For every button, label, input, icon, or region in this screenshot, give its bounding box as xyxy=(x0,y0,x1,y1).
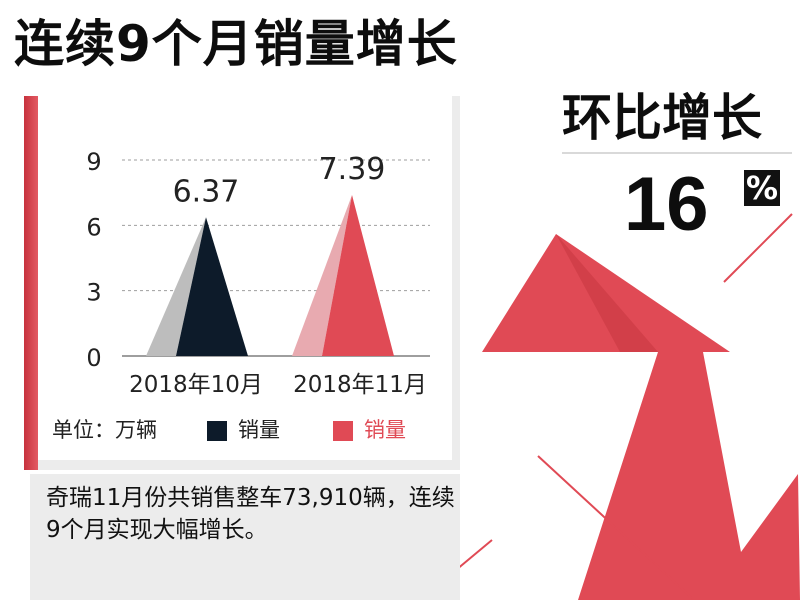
decor-line xyxy=(723,213,793,283)
chart-panel xyxy=(38,96,452,460)
note-box: 奇瑞11月份共销售整车73,910辆，连续9个月实现大幅增长。 xyxy=(30,474,460,600)
rate-title: 环比增长 xyxy=(562,89,762,147)
y-tick-label: 6 xyxy=(86,213,101,241)
page-title: 连续9个月销量增长 xyxy=(14,15,458,73)
percent-badge: % xyxy=(744,169,780,207)
y-tick-label: 9 xyxy=(86,148,101,176)
y-tick-label: 3 xyxy=(86,279,101,307)
data-label: 6.37 xyxy=(173,174,240,209)
divider xyxy=(562,152,792,154)
bar xyxy=(322,195,394,356)
legend-label-1: 销量 xyxy=(238,418,280,442)
legend: 单位：万辆 销量 销量 xyxy=(52,414,452,448)
bar xyxy=(176,217,248,356)
note-text: 奇瑞11月份共销售整车73,910辆，连续9个月实现大幅增长。 xyxy=(46,485,455,543)
rate-value: 16 xyxy=(624,162,709,247)
accent-bar xyxy=(24,96,38,470)
y-tick-label: 0 xyxy=(86,344,101,372)
x-tick-label: 2018年11月 xyxy=(293,372,427,398)
decor-line xyxy=(537,455,693,599)
bar-shadow xyxy=(292,195,352,356)
growth-arrow-shade xyxy=(556,234,658,352)
growth-arrow-icon xyxy=(482,234,800,600)
unit-label: 单位：万辆 xyxy=(52,418,157,442)
bar-shadow xyxy=(146,217,206,356)
legend-label-2: 销量 xyxy=(364,418,406,442)
legend-swatch-dark xyxy=(207,421,227,441)
legend-swatch-red xyxy=(333,421,353,441)
x-tick-label: 2018年10月 xyxy=(129,372,263,398)
data-label: 7.39 xyxy=(319,152,386,187)
